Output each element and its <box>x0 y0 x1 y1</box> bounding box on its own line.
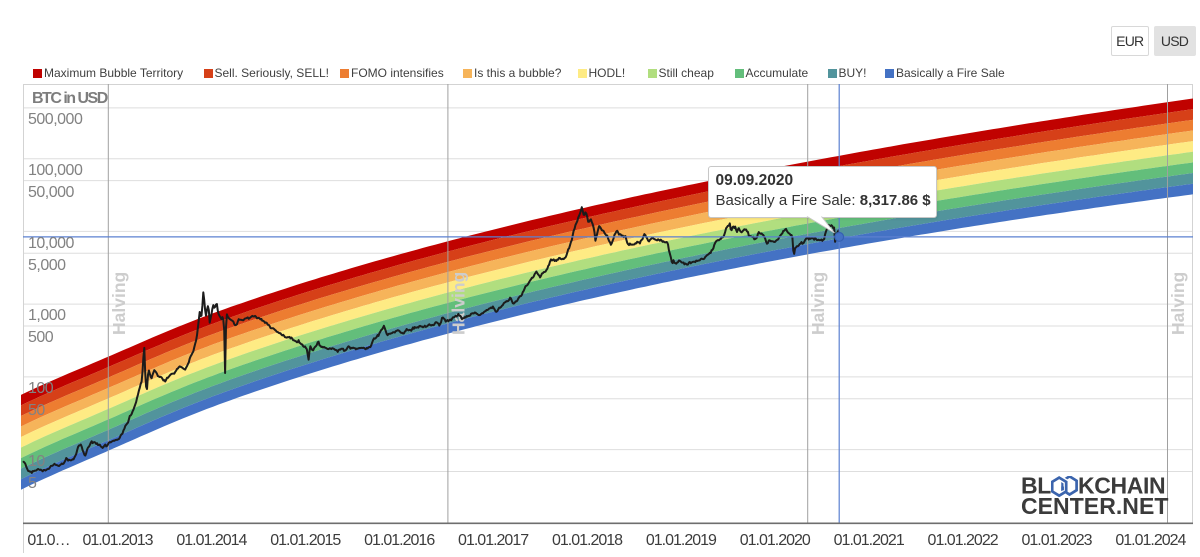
svg-text:Halving: Halving <box>808 272 828 335</box>
svg-text:Halving: Halving <box>448 272 468 335</box>
svg-text:Halving: Halving <box>1168 272 1188 335</box>
svg-text:Halving: Halving <box>109 272 129 335</box>
